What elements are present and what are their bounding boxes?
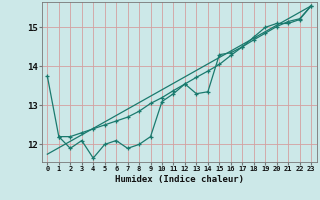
X-axis label: Humidex (Indice chaleur): Humidex (Indice chaleur) bbox=[115, 175, 244, 184]
